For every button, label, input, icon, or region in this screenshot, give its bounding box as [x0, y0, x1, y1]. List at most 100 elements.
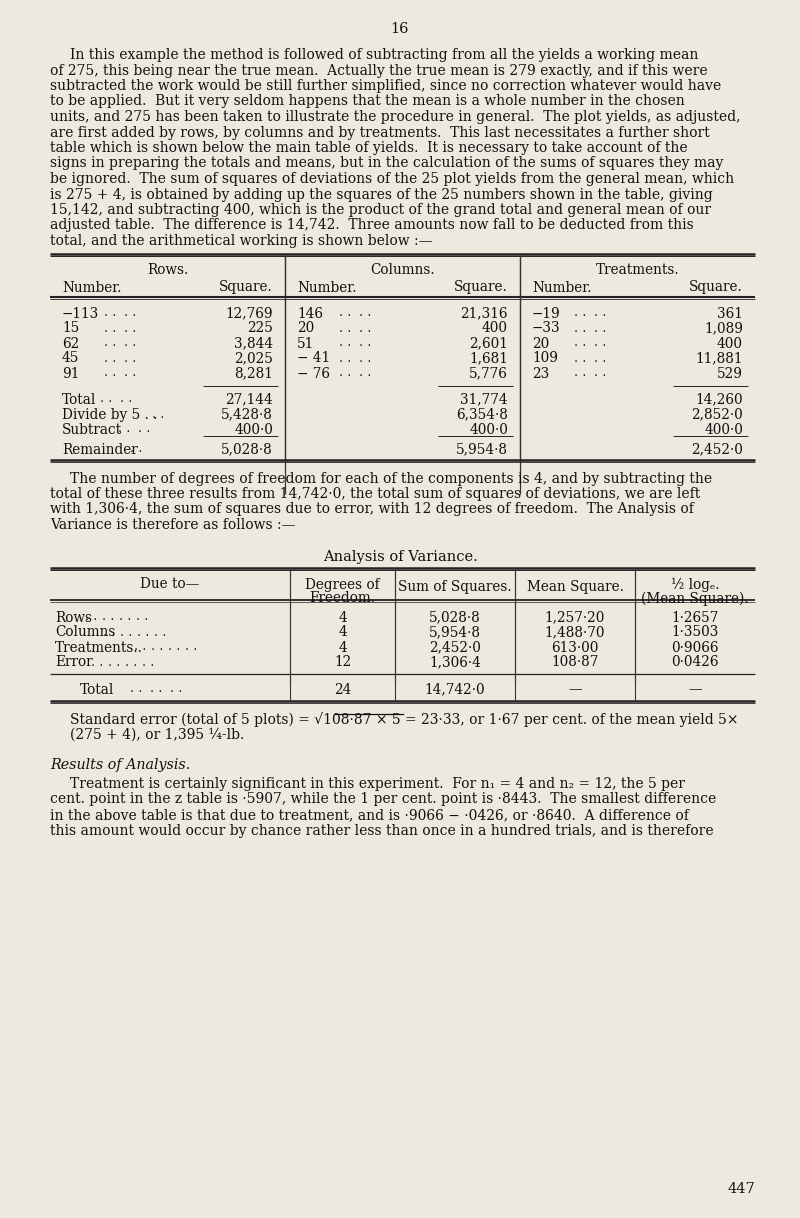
Text: 45: 45 — [62, 352, 79, 365]
Text: 11,881: 11,881 — [695, 352, 743, 365]
Text: . .: . . — [574, 322, 586, 335]
Text: ½ logₑ.: ½ logₑ. — [670, 577, 719, 592]
Text: 3,844: 3,844 — [234, 336, 273, 351]
Text: . .: . . — [102, 610, 114, 624]
Text: Columns: Columns — [55, 626, 115, 639]
Text: . .: . . — [134, 641, 146, 654]
Text: −19: −19 — [532, 307, 561, 320]
Text: Results of Analysis.: Results of Analysis. — [50, 758, 190, 771]
Text: . .: . . — [124, 307, 136, 319]
Text: 400·0: 400·0 — [469, 423, 508, 436]
Text: table which is shown below the main table of yields.  It is necessary to take ac: table which is shown below the main tabl… — [50, 141, 688, 155]
Text: . .: . . — [169, 641, 181, 654]
Text: 146: 146 — [297, 307, 323, 320]
Text: . .: . . — [574, 352, 586, 364]
Text: 2,452·0: 2,452·0 — [429, 641, 481, 654]
Text: . .: . . — [118, 610, 131, 624]
Text: . .: . . — [142, 655, 154, 669]
Text: 225: 225 — [247, 322, 273, 335]
Text: 1,681: 1,681 — [469, 352, 508, 365]
Text: . .: . . — [339, 322, 351, 335]
Text: signs in preparing the totals and means, but in the calculation of the sums of s: signs in preparing the totals and means,… — [50, 156, 723, 171]
Text: 23: 23 — [532, 367, 550, 380]
Text: . .: . . — [104, 352, 116, 364]
Text: 5,428·8: 5,428·8 — [221, 408, 273, 421]
Text: (275 + 4), or 1,395 ¼-lb.: (275 + 4), or 1,395 ¼-lb. — [70, 728, 244, 742]
Text: 91: 91 — [62, 367, 79, 380]
Text: . .: . . — [594, 336, 606, 350]
Text: 16: 16 — [390, 22, 410, 37]
Text: . .: . . — [594, 307, 606, 319]
Text: 51: 51 — [297, 336, 314, 351]
Text: total of these three results from 14,742·0, the total sum of squares of deviatio: total of these three results from 14,742… — [50, 487, 700, 501]
Text: Standard error (total of 5 plots) = √108·87 × 5 = 23·33, or 1·67 per cent. of th: Standard error (total of 5 plots) = √108… — [70, 713, 738, 727]
Text: . .: . . — [136, 610, 148, 624]
Text: 108·87: 108·87 — [551, 655, 598, 670]
Text: 613·00: 613·00 — [551, 641, 598, 654]
Text: 1·2657: 1·2657 — [671, 610, 718, 625]
Text: is 275 + 4, is obtained by adding up the squares of the 25 numbers shown in the : is 275 + 4, is obtained by adding up the… — [50, 188, 713, 201]
Text: 4: 4 — [338, 626, 347, 639]
Text: Subtract: Subtract — [62, 423, 122, 436]
Text: . .: . . — [124, 322, 136, 335]
Text: . .: . . — [138, 626, 150, 638]
Text: 14,742·0: 14,742·0 — [425, 682, 486, 697]
Text: —: — — [568, 682, 582, 697]
Text: 5,028·8: 5,028·8 — [429, 610, 481, 625]
Text: . .: . . — [104, 336, 116, 350]
Text: Treatment is certainly significant in this experiment.  For n₁ = 4 and n₂ = 12, : Treatment is certainly significant in th… — [70, 777, 685, 790]
Text: subtracted the work would be still further simplified, since no correction whate: subtracted the work would be still furth… — [50, 79, 722, 93]
Text: Analysis of Variance.: Analysis of Variance. — [322, 549, 478, 564]
Text: Degrees of: Degrees of — [305, 577, 380, 592]
Text: 62: 62 — [62, 336, 79, 351]
Text: are first added by rows, by columns and by treatments.  This last necessitates a: are first added by rows, by columns and … — [50, 125, 710, 140]
Text: . .: . . — [359, 336, 371, 350]
Text: Columns.: Columns. — [370, 263, 435, 278]
Text: adjusted table.  The difference is 14,742.  Three amounts now fall to be deducte: adjusted table. The difference is 14,742… — [50, 218, 694, 233]
Text: be ignored.  The sum of squares of deviations of the 25 plot yields from the gen: be ignored. The sum of squares of deviat… — [50, 172, 734, 186]
Text: Total: Total — [62, 392, 96, 407]
Text: Number.: Number. — [297, 280, 357, 295]
Text: Variance is therefore as follows :—: Variance is therefore as follows :— — [50, 518, 295, 532]
Text: 1,257·20: 1,257·20 — [545, 610, 605, 625]
Text: . .: . . — [120, 392, 132, 406]
Text: 31,774: 31,774 — [460, 392, 508, 407]
Text: 1,488·70: 1,488·70 — [545, 626, 606, 639]
Text: . .: . . — [574, 307, 586, 319]
Text: 2,452·0: 2,452·0 — [691, 442, 743, 457]
Text: . .: . . — [186, 641, 198, 654]
Text: (Mean Square).: (Mean Square). — [641, 592, 749, 605]
Text: . .: . . — [124, 367, 136, 380]
Text: 6,354·8: 6,354·8 — [456, 408, 508, 421]
Text: 400·0: 400·0 — [704, 423, 743, 436]
Text: . .: . . — [130, 442, 142, 456]
Text: . .: . . — [150, 682, 162, 695]
Text: . .: . . — [104, 322, 116, 335]
Text: 2,025: 2,025 — [234, 352, 273, 365]
Text: 400: 400 — [482, 322, 508, 335]
Text: 1·3503: 1·3503 — [671, 626, 718, 639]
Text: Sum of Squares.: Sum of Squares. — [398, 581, 512, 594]
Text: 20: 20 — [297, 322, 314, 335]
Text: 400: 400 — [717, 336, 743, 351]
Text: 4: 4 — [338, 610, 347, 625]
Text: . .: . . — [359, 352, 371, 364]
Text: Error: Error — [55, 655, 93, 670]
Text: 21,316: 21,316 — [461, 307, 508, 320]
Text: 24: 24 — [334, 682, 351, 697]
Text: . .: . . — [125, 655, 138, 669]
Text: . .: . . — [108, 655, 120, 669]
Text: 15,142, and subtracting 400, which is the product of the grand total and general: 15,142, and subtracting 400, which is th… — [50, 203, 711, 217]
Text: 5,776: 5,776 — [469, 367, 508, 380]
Text: 5,954·8: 5,954·8 — [456, 442, 508, 457]
Text: —: — — [688, 682, 702, 697]
Text: . .: . . — [339, 307, 351, 319]
Text: . .: . . — [91, 655, 103, 669]
Text: units, and 275 has been taken to illustrate the procedure in general.  The plot : units, and 275 has been taken to illustr… — [50, 110, 741, 124]
Text: Rows.: Rows. — [147, 263, 188, 278]
Text: 12,769: 12,769 — [226, 307, 273, 320]
Text: . .: . . — [85, 610, 97, 624]
Text: . .: . . — [118, 423, 130, 436]
Text: Mean Square.: Mean Square. — [526, 581, 623, 594]
Text: . .: . . — [104, 367, 116, 380]
